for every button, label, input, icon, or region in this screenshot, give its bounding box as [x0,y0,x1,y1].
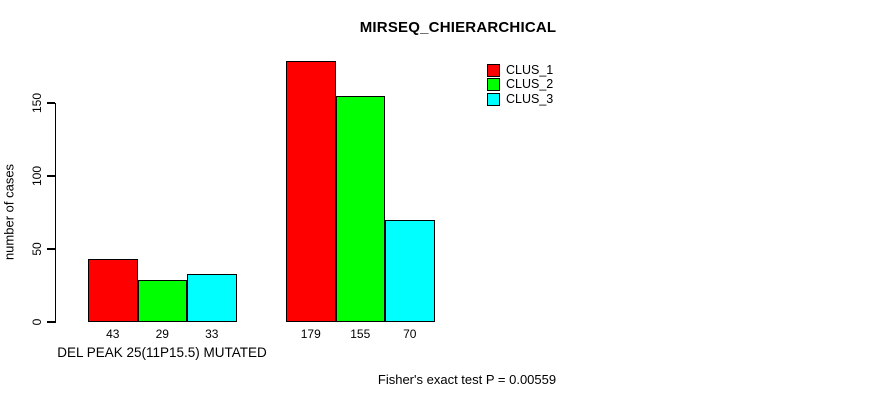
y-tick-mark [47,248,55,250]
legend-label: CLUS_2 [506,77,554,92]
legend-label: CLUS_1 [506,62,554,77]
legend-item-clus_2: CLUS_2 [487,78,553,93]
legend-swatch-clus_2 [487,78,500,92]
bar-value-label: 29 [155,327,169,341]
legend-label: CLUS_3 [506,91,554,106]
bar-value-label: 70 [403,327,417,341]
bar-clus_2-group2 [335,95,385,322]
legend-item-clus_3: CLUS_3 [487,92,553,107]
y-tick-label: 150 [30,92,44,114]
group1-category-label: DEL PEAK 25(11P15.5) MUTATED [57,345,267,360]
y-axis-line [55,102,57,323]
bar-value-label: 179 [300,327,321,341]
chart-title: MIRSEQ_CHIERARCHICAL [359,19,557,36]
y-tick-mark [47,102,55,104]
legend-swatch-clus_1 [487,63,500,77]
y-tick-label: 50 [30,242,44,256]
fisher-test-annotation: Fisher's exact test P = 0.00559 [377,372,557,387]
bar-clus_1-group2 [286,60,336,322]
bar-clus_3-group2 [385,219,435,322]
bar-clus_2-group1 [137,279,187,322]
y-tick-mark [47,321,55,323]
bar-value-label: 155 [350,327,371,341]
bar-clus_3-group1 [187,273,237,322]
y-tick-label: 0 [30,318,44,326]
bar-value-label: 33 [205,327,219,341]
legend-swatch-clus_3 [487,92,500,106]
y-tick-mark [47,175,55,177]
y-tick-label: 100 [30,165,44,187]
bar-value-label: 43 [106,327,120,341]
legend-item-clus_1: CLUS_1 [487,63,553,78]
bar-clus_1-group1 [88,259,138,322]
legend: CLUS_1 CLUS_2 CLUS_3 [487,63,553,107]
